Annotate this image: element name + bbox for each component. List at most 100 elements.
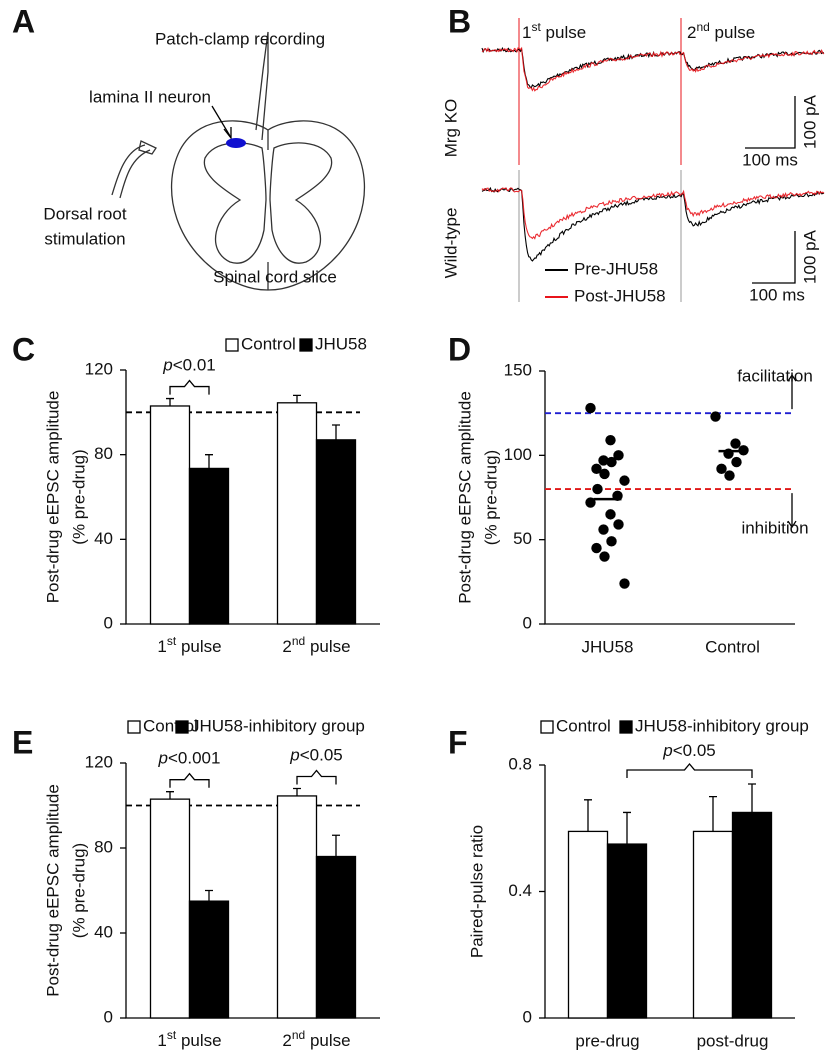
legend-label: Post-JHU58 <box>574 286 666 305</box>
error-bar <box>748 783 756 813</box>
point <box>619 475 630 486</box>
p-value: p<0.05 <box>662 741 715 760</box>
annotation: facilitation <box>737 367 813 386</box>
legend-label: Control <box>556 716 611 735</box>
y-tick-label: 40 <box>94 922 113 941</box>
point <box>716 463 727 475</box>
bar <box>188 900 230 1019</box>
legend-label: JHU58-inhibitory group <box>191 716 365 735</box>
legend-swatch <box>619 720 633 734</box>
legend-label: JHU58 <box>315 334 367 353</box>
x-tick-label: JHU58 <box>582 637 634 656</box>
diagram-label: Dorsal root <box>43 204 126 223</box>
error-bar <box>166 791 174 800</box>
pulse-label: 2nd pulse <box>687 20 755 42</box>
bar <box>315 855 357 1019</box>
y-axis-label: Paired-pulse ratio <box>467 825 486 958</box>
point <box>613 519 624 530</box>
y-tick-label: 120 <box>85 359 113 378</box>
y-tick-label: 40 <box>94 529 113 548</box>
panel-label: A <box>12 3 35 39</box>
error-bar <box>166 397 174 406</box>
error-bar <box>293 787 301 796</box>
y-axis-label: Post-drug eEPSC amplitude <box>455 391 474 604</box>
error-bar <box>332 424 340 440</box>
bar <box>149 405 191 625</box>
significance-bracket <box>169 379 210 395</box>
x-tick-label: 2nd pulse <box>282 634 350 656</box>
bar <box>731 811 773 1019</box>
row-label: Mrg KO <box>441 99 460 158</box>
spinal-cord-diagram <box>111 31 366 291</box>
y-tick-label: 80 <box>94 444 113 463</box>
legend-swatch <box>299 338 313 352</box>
scale-current: 100 pA <box>800 94 819 149</box>
point <box>585 402 596 414</box>
bar <box>692 830 734 1019</box>
trace <box>481 186 825 262</box>
y-tick-label: 50 <box>513 529 532 548</box>
panel-label: B <box>448 3 471 39</box>
y-tick-label: 150 <box>504 360 532 379</box>
error-bar <box>709 795 717 832</box>
point <box>598 455 609 466</box>
pulse-label: 1st pulse <box>522 20 586 42</box>
point <box>731 456 742 468</box>
p-value: p<0.001 <box>158 749 221 768</box>
trace <box>481 46 825 92</box>
point <box>613 450 624 461</box>
error-bar <box>205 454 213 469</box>
bar <box>276 402 318 625</box>
point <box>730 438 741 449</box>
x-tick-label: 2nd pulse <box>282 1028 350 1050</box>
legend-swatch <box>540 720 554 734</box>
y-axis-label: (% pre-drug) <box>69 449 88 544</box>
significance-bracket <box>626 762 753 778</box>
point <box>605 509 616 520</box>
bar <box>276 795 318 1019</box>
scale-time: 100 ms <box>749 285 805 304</box>
arrow <box>787 493 797 529</box>
y-tick-label: 100 <box>504 445 532 464</box>
y-tick-label: 120 <box>85 752 113 771</box>
scale-time: 100 ms <box>742 150 798 169</box>
scale-bar <box>745 96 796 149</box>
diagram-label: lamina II neuron <box>89 87 211 106</box>
panel-label: E <box>12 724 33 760</box>
point <box>591 542 602 554</box>
point <box>599 468 610 480</box>
scale-bar <box>752 231 796 284</box>
legend-label: Control <box>143 716 198 735</box>
diagram-caption: Spinal cord slice <box>213 267 337 286</box>
legend-swatch <box>225 338 239 352</box>
legend-swatch <box>127 720 141 734</box>
diagram-label: Patch-clamp recording <box>155 29 325 48</box>
x-tick-label: pre-drug <box>575 1031 639 1050</box>
y-tick-label: 0.8 <box>508 754 532 773</box>
point <box>606 536 617 547</box>
point <box>606 456 617 468</box>
y-tick-label: 80 <box>94 837 113 856</box>
error-bar <box>332 834 340 857</box>
row-label: Wild-type <box>441 208 460 279</box>
y-tick-label: 0 <box>104 1007 113 1026</box>
panel-label: C <box>12 331 35 367</box>
y-axis-label: Post-drug eEPSC amplitude <box>43 391 62 604</box>
error-bar <box>205 889 213 902</box>
y-tick-label: 0 <box>523 1007 532 1026</box>
bar <box>188 467 230 625</box>
point <box>605 434 616 446</box>
y-axis-label: (% pre-drug) <box>69 843 88 938</box>
point <box>710 411 721 422</box>
trace <box>481 187 825 240</box>
x-tick-label: 1st pulse <box>157 634 221 656</box>
legend-label: Control <box>241 334 296 353</box>
point <box>598 524 609 535</box>
y-axis-label: Post-drug eEPSC amplitude <box>43 784 62 997</box>
x-tick-label: 1st pulse <box>157 1028 221 1050</box>
scale-current: 100 pA <box>800 229 819 284</box>
panel-label: D <box>448 331 471 367</box>
annotation: inhibition <box>741 519 808 538</box>
error-bar <box>584 799 592 832</box>
